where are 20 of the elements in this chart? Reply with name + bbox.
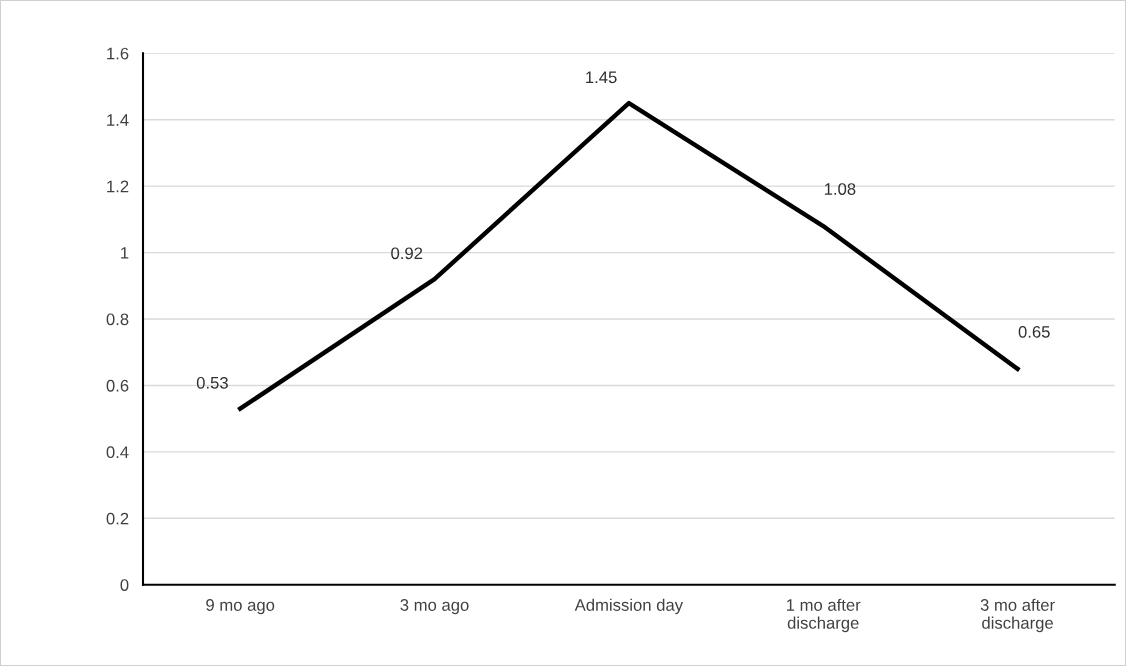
y-tick-label: 1 (121, 247, 129, 259)
y-tick-label: 1.4 (107, 114, 129, 126)
y-tick-label: 0 (120, 579, 129, 591)
data-label: 0.65 (1018, 325, 1050, 338)
data-label: 1.45 (586, 71, 617, 84)
y-tick-label: 0.4 (106, 446, 129, 459)
x-tick-label: 3 mo ago (400, 599, 469, 615)
y-tick-label: 0.6 (106, 379, 129, 392)
y-tick-label: 1.2 (107, 180, 129, 193)
line-series (237, 100, 1020, 411)
data-label: 0.53 (196, 376, 228, 389)
x-tick-label: 3 mo after discharge (980, 598, 1055, 633)
x-tick-label: 1 mo after discharge (786, 598, 861, 633)
y-tick-label: 0.8 (106, 313, 129, 326)
x-tick-label: Admission day (574, 598, 684, 615)
data-label: 1.08 (824, 183, 856, 195)
x-tick-label: 9 mo ago (206, 599, 275, 615)
y-tick-label: 0.2 (106, 512, 129, 525)
y-tick-label: 1.6 (107, 47, 129, 60)
data-label: 0.92 (391, 247, 423, 260)
